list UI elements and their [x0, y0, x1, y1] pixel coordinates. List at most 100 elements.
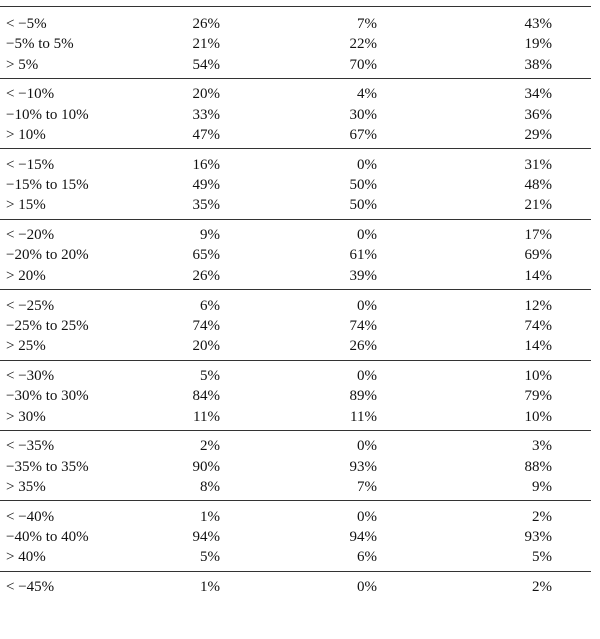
value-col-3: 69% [524, 247, 553, 264]
range-label: −35% to 35% [6, 458, 89, 475]
value-col-2: 7% [357, 478, 377, 495]
value-col-1: 49% [192, 177, 221, 194]
value-col-1: 5% [200, 549, 220, 566]
range-label: < −40% [6, 508, 55, 525]
group-separator [0, 359, 591, 361]
value-col-1: 90% [192, 458, 221, 475]
range-label: > 30% [6, 408, 46, 425]
range-label: −15% to 15% [6, 177, 89, 194]
value-col-2: 70% [349, 56, 378, 73]
value-col-3: 19% [524, 36, 553, 53]
value-col-3: 29% [524, 126, 553, 143]
value-col-1: 47% [192, 126, 221, 143]
value-col-1: 84% [192, 388, 221, 405]
value-col-2: 94% [349, 529, 378, 546]
value-col-2: 0% [357, 227, 377, 244]
value-col-2: 61% [349, 247, 378, 264]
row-group: < −35% 2% 0% 3% −35% to 35% 90% 93% 88% > 35% 8% 7… [0, 436, 600, 498]
row-group: < −45% 1% 0% 2% [0, 577, 600, 639]
row-group: < −10% 20% 4% 34% −10% to 10% 33% 30% 36% > 10% 4… [0, 84, 600, 146]
value-col-1: 20% [192, 86, 221, 103]
value-col-2: 4% [357, 86, 377, 103]
row-group: < −5% 26% 7% 43% −5% to 5% 21% 22% 19% > 5% 54% 70… [0, 14, 600, 76]
range-label: < −10% [6, 86, 55, 103]
table-row: < −40% 1% 0% 2% [0, 507, 600, 527]
range-label: −5% to 5% [6, 36, 74, 53]
table-row: < −45% 1% 0% 2% [0, 577, 600, 597]
value-col-2: 74% [349, 317, 378, 334]
row-group: < −40% 1% 0% 2% −40% to 40% 94% 94% 93% > 40% 5% 6… [0, 507, 600, 569]
value-col-3: 79% [524, 388, 553, 405]
table-row: > 25% 20% 26% 14% [0, 336, 600, 356]
range-label: −25% to 25% [6, 317, 89, 334]
table-row: > 40% 5% 6% 5% [0, 547, 600, 567]
range-label: < −20% [6, 227, 55, 244]
group-separator [0, 218, 591, 220]
range-label: < −25% [6, 297, 55, 314]
value-col-3: 93% [524, 529, 553, 546]
range-label: > 5% [6, 56, 39, 73]
row-group: < −25% 6% 0% 12% −25% to 25% 74% 74% 74% > 25% 20… [0, 296, 600, 358]
group-separator [0, 289, 591, 291]
value-col-3: 17% [524, 227, 553, 244]
value-col-3: 12% [524, 297, 553, 314]
value-col-1: 33% [192, 106, 221, 123]
table-row: < −30% 5% 0% 10% [0, 366, 600, 386]
range-label: < −15% [6, 156, 55, 173]
value-col-3: 10% [524, 408, 553, 425]
value-col-2: 0% [357, 368, 377, 384]
value-col-2: 50% [349, 177, 378, 194]
value-col-2: 50% [349, 197, 378, 214]
value-col-1: 5% [200, 368, 220, 384]
table-row: −40% to 40% 94% 94% 93% [0, 527, 600, 547]
table-row: < −5% 26% 7% 43% [0, 14, 600, 34]
range-label: > 40% [6, 549, 46, 566]
table-row: −25% to 25% 74% 74% 74% [0, 316, 600, 336]
value-col-1: 1% [200, 508, 220, 525]
table-row: −20% to 20% 65% 61% 69% [0, 245, 600, 265]
value-col-1: 16% [192, 156, 221, 173]
value-col-3: 43% [524, 16, 553, 32]
table-row: > 30% 11% 11% 10% [0, 407, 600, 427]
value-col-1: 8% [200, 478, 220, 495]
value-col-2: 22% [349, 36, 378, 53]
group-separator [0, 570, 591, 572]
group-separator [0, 78, 591, 79]
table-row: −10% to 10% 33% 30% 36% [0, 105, 600, 125]
value-col-2: 0% [357, 297, 377, 314]
value-col-2: 26% [349, 338, 378, 355]
value-col-2: 0% [357, 579, 377, 596]
range-label: −40% to 40% [6, 529, 89, 546]
table-row: −5% to 5% 21% 22% 19% [0, 34, 600, 54]
range-label: < −35% [6, 438, 55, 455]
range-label: > 20% [6, 267, 46, 284]
value-col-3: 3% [532, 438, 552, 455]
table-row: < −10% 20% 4% 34% [0, 84, 600, 104]
value-col-2: 0% [357, 156, 377, 173]
value-col-3: 74% [524, 317, 553, 334]
value-col-2: 0% [357, 438, 377, 455]
value-col-2: 6% [357, 549, 377, 566]
group-separator [0, 430, 591, 431]
table-row: > 10% 47% 67% 29% [0, 125, 600, 145]
row-group: < −15% 16% 0% 31% −15% to 15% 49% 50% 48% > 15% 3… [0, 155, 600, 217]
group-separator [0, 148, 591, 150]
range-label: < −5% [6, 16, 47, 32]
table-row: −35% to 35% 90% 93% 88% [0, 457, 600, 477]
range-label: > 35% [6, 478, 46, 495]
table-row: < −35% 2% 0% 3% [0, 436, 600, 456]
range-label: > 15% [6, 197, 46, 214]
value-col-1: 21% [192, 36, 221, 53]
row-group: < −30% 5% 0% 10% −30% to 30% 84% 89% 79% > 30% 11… [0, 366, 600, 428]
range-label: > 25% [6, 338, 46, 355]
value-col-2: 67% [349, 126, 378, 143]
table-row: > 20% 26% 39% 14% [0, 266, 600, 286]
range-label: > 10% [6, 126, 46, 143]
value-col-3: 14% [524, 338, 553, 355]
value-col-1: 2% [200, 438, 220, 455]
table-row: > 5% 54% 70% 38% [0, 55, 600, 75]
table-row: −15% to 15% 49% 50% 48% [0, 175, 600, 195]
value-col-3: 5% [532, 549, 552, 566]
value-col-1: 54% [192, 56, 221, 73]
table-row: < −20% 9% 0% 17% [0, 225, 600, 245]
